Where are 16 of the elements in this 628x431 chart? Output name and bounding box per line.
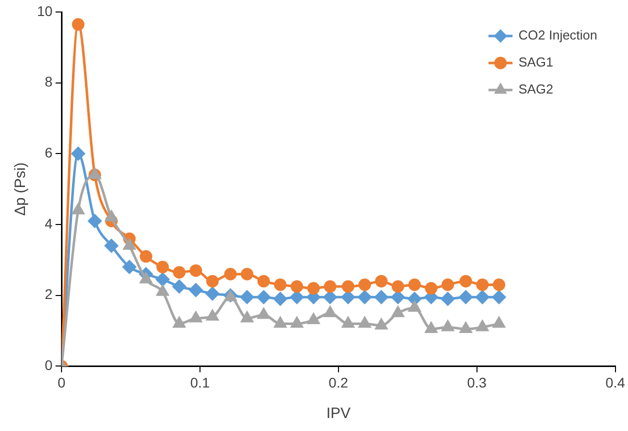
legend-label: SAG2 — [518, 82, 554, 97]
x-tick-label: 0 — [58, 374, 66, 390]
x-tick-label: 0.2 — [328, 374, 348, 390]
x-tick-label: 0.3 — [467, 374, 487, 390]
y-tick-label: 8 — [44, 74, 53, 90]
y-tick-label: 0 — [44, 357, 53, 374]
x-axis-title: IPV — [326, 405, 351, 422]
y-tick-label: 10 — [36, 2, 53, 19]
y-tick-label: 2 — [44, 286, 53, 302]
y-tick-label: 6 — [44, 144, 53, 161]
legend-label: SAG1 — [518, 54, 554, 70]
x-tick-label: 0.4 — [606, 374, 626, 390]
y-axis-title: Δp (Psi) — [12, 162, 30, 216]
x-tick-label: 0.1 — [190, 374, 210, 390]
y-tick-label: 4 — [44, 215, 53, 232]
legend-label: CO2 Injection — [518, 28, 598, 43]
